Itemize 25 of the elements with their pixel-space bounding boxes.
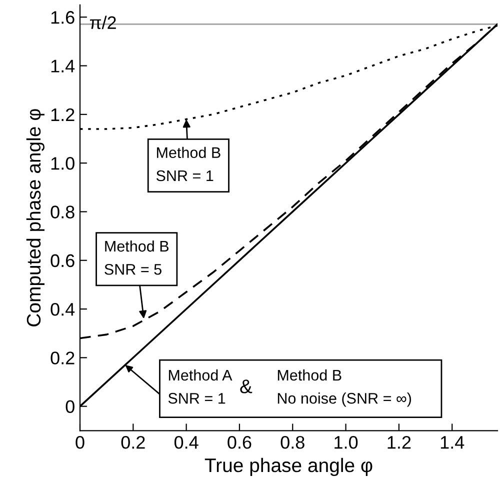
x-tick-label: 0.2 bbox=[121, 436, 145, 449]
x-tick-label: 0.8 bbox=[280, 436, 304, 449]
y-tick-label: 0 bbox=[66, 400, 74, 414]
annotation: Method A SNR = 1 bbox=[168, 369, 232, 404]
x-tick-label: 0 bbox=[76, 436, 84, 449]
y-tick-label: 1.2 bbox=[51, 108, 74, 121]
annotation: Method B SNR = 1 bbox=[156, 146, 220, 182]
annotation: & bbox=[240, 380, 252, 394]
y-axis-title: Computed phase angle φ bbox=[26, 109, 44, 326]
y-tick-label: 0.6 bbox=[50, 254, 74, 268]
x-tick-label: 0.4 bbox=[174, 436, 198, 449]
annotation: Method B SNR = 5 bbox=[104, 240, 169, 275]
ref-line-label: π/2 bbox=[90, 16, 116, 30]
x-tick-label: 1.0 bbox=[334, 436, 358, 449]
x-tick-label: 1.2 bbox=[388, 436, 411, 449]
x-tick-label: 0.6 bbox=[228, 436, 252, 449]
y-tick-label: 0.2 bbox=[50, 352, 74, 364]
y-tick-label: 1.0 bbox=[51, 157, 74, 170]
y-tick-label: 1.6 bbox=[51, 11, 74, 24]
y-tick-label: 1.4 bbox=[51, 60, 75, 72]
y-tick-label: 0.8 bbox=[50, 206, 74, 218]
y-tick-label: 0.4 bbox=[50, 302, 75, 316]
annotation: Method B No noise (SNR = ∞) bbox=[278, 369, 412, 407]
x-axis-title: True phase angle φ bbox=[204, 458, 372, 476]
x-tick-label: 1.4 bbox=[440, 436, 464, 449]
